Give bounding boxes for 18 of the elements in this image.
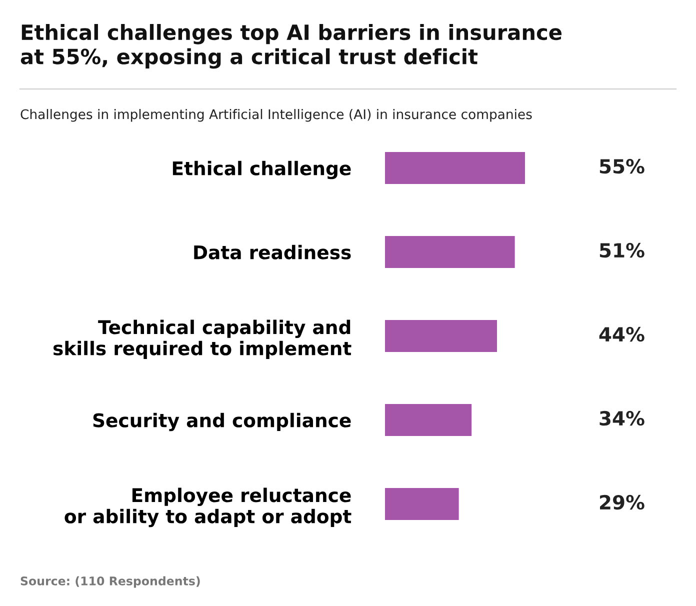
data-label: 51% — [600, 242, 644, 258]
data-label: 34% — [600, 410, 644, 426]
text: Challenges in implementing Artificial Intelligence (AI) in insurance companies — [20, 109, 532, 122]
data-label: 44% — [599, 326, 644, 342]
data-label: 55% — [600, 158, 644, 174]
chart-title: Ethical challenges top AI barriers in insurance at 55%, exposing a critical trust deficit — [20, 24, 562, 69]
y-tick-label: Technical capability and skills required to implement — [54, 320, 352, 360]
bar — [385, 320, 497, 352]
data-label: 29% — [600, 494, 644, 510]
y-tick-label: Employee reluctance or ability to adapt or adopt — [64, 488, 352, 528]
y-tick-label: Security and compliance — [93, 412, 351, 432]
bar — [385, 488, 459, 520]
y-tick-label: Ethical challenge — [172, 160, 351, 180]
y-tick-label: Data readiness — [194, 244, 351, 260]
bar — [385, 152, 525, 184]
bar — [385, 404, 472, 436]
source-note: Source: (110 Respondents) — [20, 576, 200, 588]
bar — [385, 236, 515, 268]
